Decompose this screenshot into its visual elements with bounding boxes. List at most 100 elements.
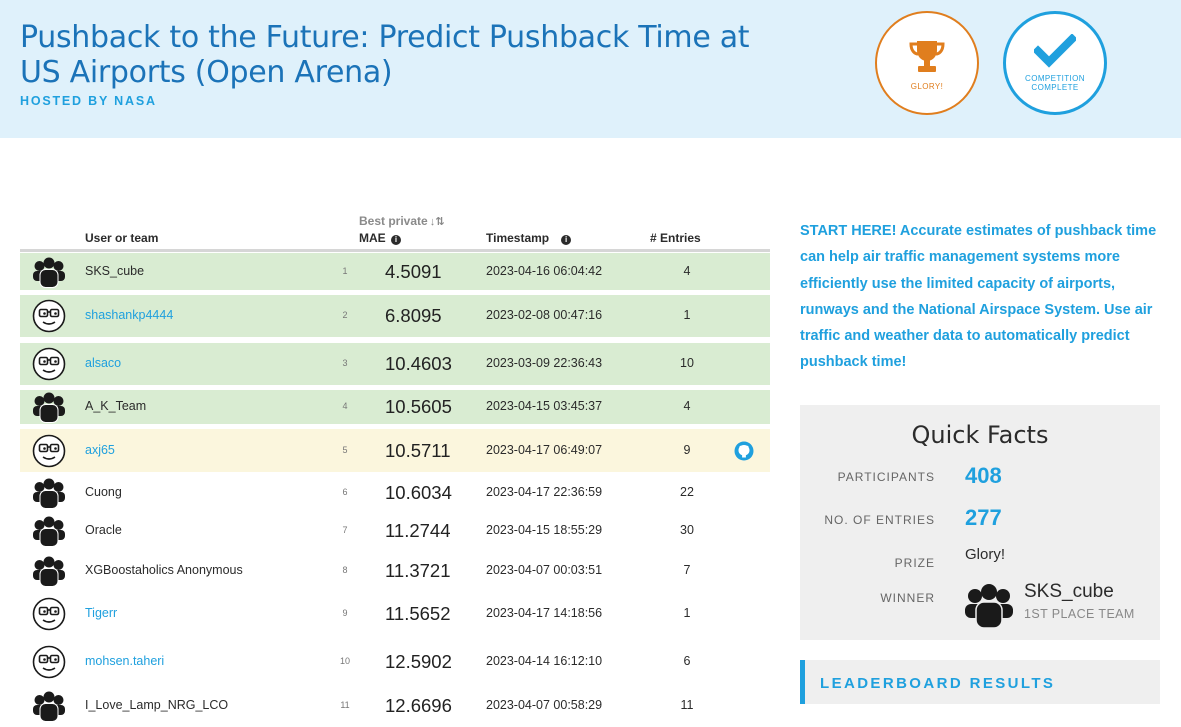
timestamp-value: 2023-03-09 22:36:43 [486,356,603,370]
table-row: Tigerr 9 11.5652 2023-04-17 14:18:56 1 [20,593,770,635]
entries-value: 22 [680,485,694,499]
score-value: 10.5605 [385,396,452,417]
table-row: I_Love_Lamp_NRG_LCO 11 12.6696 2023-04-07 0… [20,688,770,724]
winner-subtitle: 1ST PLACE TEAM [1024,607,1135,621]
column-header-entries: # Entries [650,231,701,245]
entries-value: 6 [683,654,691,668]
leaderboard-header: User or team Best private ↓⇅ MAE i Timest… [20,206,770,252]
team-name: XGBoostaholics Anonymous [85,563,243,577]
prize-value: Glory! [965,546,1006,563]
avatar [32,434,66,468]
column-header-timestamp: Timestamp i [486,231,572,245]
leaderboard-results-label: LEADERBOARD RESULTS [820,675,1056,692]
leaderboard-table: User or team Best private ↓⇅ MAE i Timest… [20,206,770,722]
info-icon[interactable]: i [391,235,402,245]
score-value: 11.2744 [385,520,451,541]
entries-value: 1 [683,308,691,322]
competition-complete-line2: COMPLETE [1031,83,1079,92]
competition-complete-line1: COMPETITION [1025,74,1085,83]
best-private-label: Best private [359,214,428,228]
leaderboard-results-link[interactable]: LEADERBOARD RESULTS [800,660,1160,704]
rank-number: 9 [342,608,348,618]
avatar [32,299,66,333]
rank-number: 4 [342,401,348,411]
user-link[interactable]: alsaco [85,356,122,370]
column-header-mae: MAE i [359,231,402,245]
github-icon[interactable] [734,441,754,461]
avatar [32,347,66,381]
rank-number: 6 [342,487,348,497]
timestamp-value: 2023-04-16 06:04:42 [486,264,603,278]
team-name: Oracle [85,523,122,537]
column-header-best-private[interactable]: Best private ↓⇅ [359,214,444,228]
score-value: 10.4603 [385,353,452,374]
entries-value: 30 [680,523,694,537]
trophy-icon [909,40,945,72]
user-link[interactable]: mohsen.taheri [85,654,165,668]
prize-label: PRIZE [894,556,935,570]
score-value: 10.5711 [385,440,451,461]
timestamp-value: 2023-04-07 00:03:51 [486,563,603,577]
winner-name[interactable]: SKS_cube [1024,581,1114,602]
entries-value: 9 [683,443,691,457]
team-name: I_Love_Lamp_NRG_LCO [85,698,229,712]
team-icon [965,584,1013,629]
timestamp-value: 2023-04-17 14:18:56 [486,606,603,620]
participants-value: 408 [965,463,1002,488]
user-link[interactable]: axj65 [85,443,115,457]
quick-facts-panel: Quick Facts PARTICIPANTS 408 NO. OF ENTR… [800,405,1160,640]
entries-value: 11 [680,698,694,712]
team-name: SKS_cube [85,264,145,278]
hosted-by: HOSTED BY NASA [20,94,157,108]
timestamp-value: 2023-04-17 22:36:59 [486,485,603,499]
competition-complete-label: COMPETITION COMPLETE [1025,74,1085,92]
header-banner: Pushback to the Future: Predict Pushback… [0,0,1181,138]
sort-icon[interactable]: ↓⇅ [429,216,445,228]
score-value: 10.6034 [385,482,452,503]
score-value: 12.6696 [385,695,452,716]
rank-number: 10 [339,656,350,666]
score-value: 12.5902 [385,651,452,672]
score-value: 6.8095 [385,305,442,326]
score-value: 11.3721 [385,560,451,581]
timestamp-label: Timestamp [486,231,550,245]
table-row: A_K_Team 4 10.5605 2023-04-15 03:45:37 4 [20,390,770,424]
timestamp-value: 2023-04-15 03:45:37 [486,399,603,413]
avatar [32,645,66,679]
team-icon [32,514,66,548]
entries-label: NO. OF ENTRIES [824,513,935,527]
entries-value: 7 [683,563,691,577]
column-header-user: User or team [85,231,159,245]
team-name: A_K_Team [85,399,147,413]
table-row: Oracle 7 11.2744 2023-04-15 18:55:29 30 [20,512,770,550]
timestamp-value: 2023-02-08 00:47:16 [486,308,603,322]
glory-label: GLORY! [910,81,944,91]
info-icon[interactable]: i [561,235,572,245]
competition-complete-badge: COMPETITION COMPLETE [1003,11,1107,115]
table-row: alsaco 3 10.4603 2023-03-09 22:36:43 10 [20,343,770,385]
participants-label: PARTICIPANTS [837,470,935,484]
table-row: SKS_cube 1 4.5091 2023-04-16 06:04:42 4 [20,253,770,290]
timestamp-value: 2023-04-17 06:49:07 [486,443,603,457]
team-icon [32,255,66,289]
rank-number: 2 [342,310,348,320]
user-link[interactable]: shashankp4444 [85,308,174,322]
intro-text[interactable]: START HERE! Accurate estimates of pushba… [800,223,1157,371]
table-row: mohsen.taheri 10 12.5902 2023-04-14 16:12:1… [20,641,770,683]
team-icon [32,689,66,723]
mae-label: MAE [359,231,386,245]
entries-value: 4 [683,399,691,413]
user-link[interactable]: Tigerr [85,606,118,620]
team-icon [32,390,66,424]
table-row: shashankp4444 2 6.8095 2023-02-08 00:47:16 1 [20,295,770,337]
team-name: Cuong [85,485,122,499]
avatar [32,597,66,631]
team-icon [32,476,66,510]
table-row: XGBoostaholics Anonymous 8 11.3721 2023-04-… [20,551,770,591]
competition-title: Pushback to the Future: Predict Pushback… [20,20,750,90]
hosted-by-prefix: HOSTED BY [20,94,115,108]
rank-number: 1 [342,266,348,276]
checkmark-icon [1034,34,1076,68]
hosted-by-org[interactable]: NASA [114,94,157,108]
entries-value: 1 [683,606,691,620]
